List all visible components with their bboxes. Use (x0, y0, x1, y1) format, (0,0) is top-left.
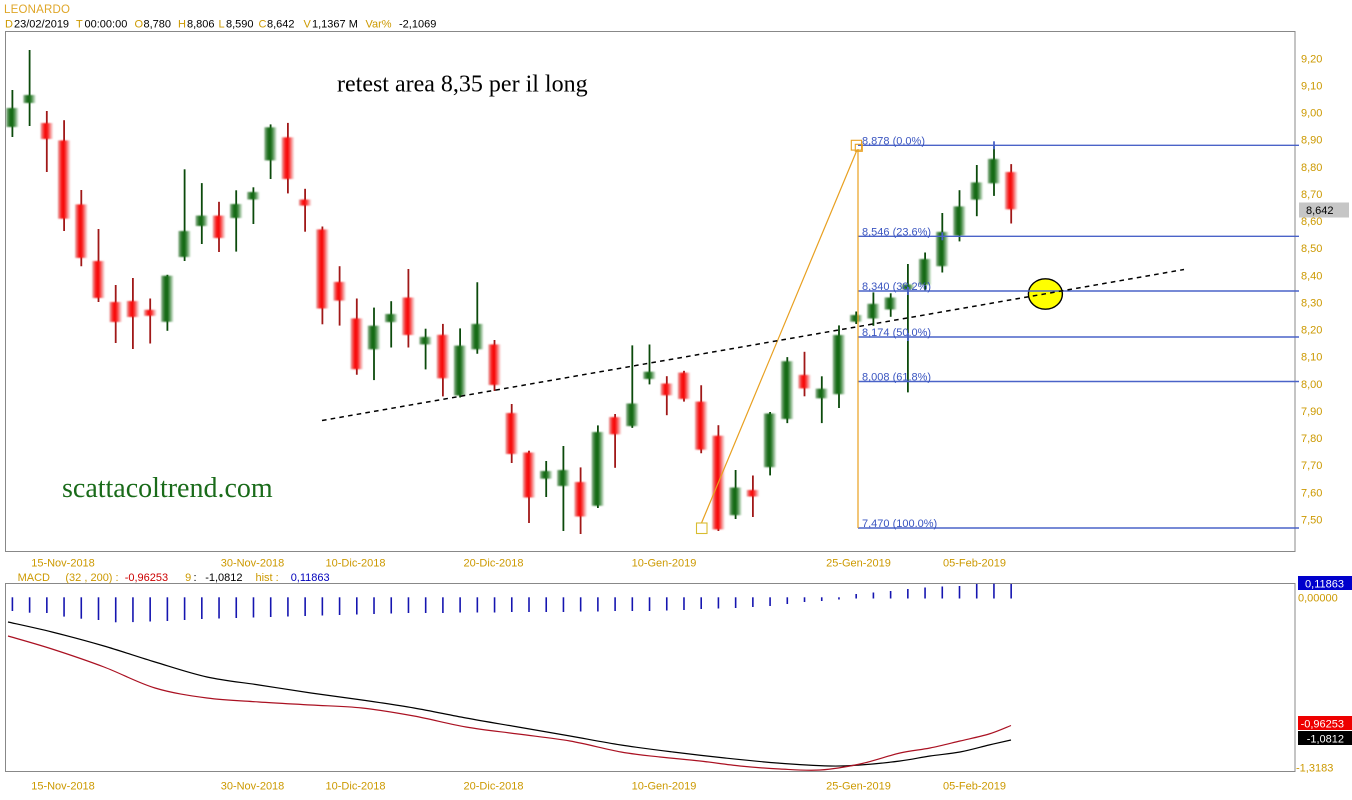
svg-text:8,174 (50.0%): 8,174 (50.0%) (862, 327, 931, 339)
svg-text:7,80: 7,80 (1301, 433, 1322, 445)
svg-text:8,10: 8,10 (1301, 352, 1322, 364)
svg-text:8,642: 8,642 (1306, 205, 1334, 217)
svg-text:7,90: 7,90 (1301, 406, 1322, 418)
svg-text:-1,3183: -1,3183 (1296, 763, 1333, 775)
svg-text:Var%: Var% (366, 19, 392, 31)
svg-text:C: C (259, 19, 267, 31)
svg-text:-1,0812: -1,0812 (205, 572, 242, 584)
svg-text:-0,96253: -0,96253 (1301, 719, 1344, 731)
svg-text:05-Feb-2019: 05-Feb-2019 (943, 781, 1006, 793)
svg-text:7,470 (100.0%): 7,470 (100.0%) (862, 518, 937, 530)
svg-text:8,90: 8,90 (1301, 135, 1322, 147)
svg-text:9,00: 9,00 (1301, 108, 1322, 120)
svg-text:hist :: hist : (256, 572, 279, 584)
svg-text:7,60: 7,60 (1301, 487, 1322, 499)
svg-text:10-Dic-2018: 10-Dic-2018 (326, 781, 386, 793)
svg-text:25-Gen-2019: 25-Gen-2019 (826, 781, 891, 793)
svg-text:8,00: 8,00 (1301, 379, 1322, 391)
svg-text:7,70: 7,70 (1301, 460, 1322, 472)
svg-text:0,11863: 0,11863 (291, 572, 330, 584)
svg-text:9,20: 9,20 (1301, 53, 1322, 65)
svg-text:LEONARDO: LEONARDO (4, 4, 70, 16)
svg-text:8,30: 8,30 (1301, 297, 1322, 309)
svg-text:retest area 8,35 per il long: retest area 8,35 per il long (337, 72, 588, 98)
svg-text:H: H (178, 19, 186, 31)
svg-text:10-Gen-2019: 10-Gen-2019 (632, 558, 697, 570)
svg-text:0,00000: 0,00000 (1298, 593, 1338, 605)
svg-text:8,008 (61.8%): 8,008 (61.8%) (862, 372, 931, 384)
svg-text:8,50: 8,50 (1301, 243, 1322, 255)
svg-text:8,40: 8,40 (1301, 270, 1322, 282)
svg-text:8,780: 8,780 (144, 19, 172, 31)
svg-text:MACD: MACD (18, 572, 50, 584)
svg-text:8,878 (0.0%): 8,878 (0.0%) (862, 135, 925, 147)
svg-text:15-Nov-2018: 15-Nov-2018 (31, 781, 95, 793)
svg-text:10-Dic-2018: 10-Dic-2018 (326, 558, 386, 570)
svg-text:8,20: 8,20 (1301, 325, 1322, 337)
svg-text:8,642: 8,642 (267, 19, 295, 31)
svg-text:-0,96253: -0,96253 (125, 572, 168, 584)
svg-text:20-Dic-2018: 20-Dic-2018 (464, 558, 524, 570)
svg-text:T: T (76, 19, 83, 31)
svg-text:V: V (304, 19, 312, 31)
svg-text:scattacoltrend.com: scattacoltrend.com (62, 473, 273, 504)
svg-text:L: L (219, 19, 225, 31)
svg-text:9,10: 9,10 (1301, 80, 1322, 92)
svg-text::: : (194, 572, 197, 584)
svg-text:7,50: 7,50 (1301, 514, 1322, 526)
svg-text:8,80: 8,80 (1301, 162, 1322, 174)
svg-text:8,590: 8,590 (226, 19, 254, 31)
svg-text:8,70: 8,70 (1301, 189, 1322, 201)
svg-text:00:00:00: 00:00:00 (85, 19, 128, 31)
svg-text:0,11863: 0,11863 (1305, 579, 1344, 591)
svg-text:-1,0812: -1,0812 (1307, 734, 1344, 746)
svg-text:8,806: 8,806 (187, 19, 215, 31)
svg-text:O: O (135, 19, 144, 31)
svg-text:-2,1069: -2,1069 (399, 19, 436, 31)
svg-text:30-Nov-2018: 30-Nov-2018 (221, 558, 285, 570)
svg-text:15-Nov-2018: 15-Nov-2018 (31, 558, 95, 570)
svg-text:10-Gen-2019: 10-Gen-2019 (632, 781, 697, 793)
svg-text:D: D (5, 19, 13, 31)
svg-text:20-Dic-2018: 20-Dic-2018 (464, 781, 524, 793)
svg-text:25-Gen-2019: 25-Gen-2019 (826, 558, 891, 570)
svg-text:8,546 (23.6%): 8,546 (23.6%) (862, 226, 931, 238)
svg-text:9: 9 (185, 572, 191, 584)
svg-text:8,60: 8,60 (1301, 216, 1322, 228)
svg-text:23/02/2019: 23/02/2019 (14, 19, 69, 31)
svg-text:8,340 (38.2%): 8,340 (38.2%) (862, 281, 931, 293)
svg-text:(32 , 200) :: (32 , 200) : (65, 572, 118, 584)
svg-text:05-Feb-2019: 05-Feb-2019 (943, 558, 1006, 570)
svg-text:1,1367 M: 1,1367 M (312, 19, 358, 31)
svg-text:30-Nov-2018: 30-Nov-2018 (221, 781, 285, 793)
